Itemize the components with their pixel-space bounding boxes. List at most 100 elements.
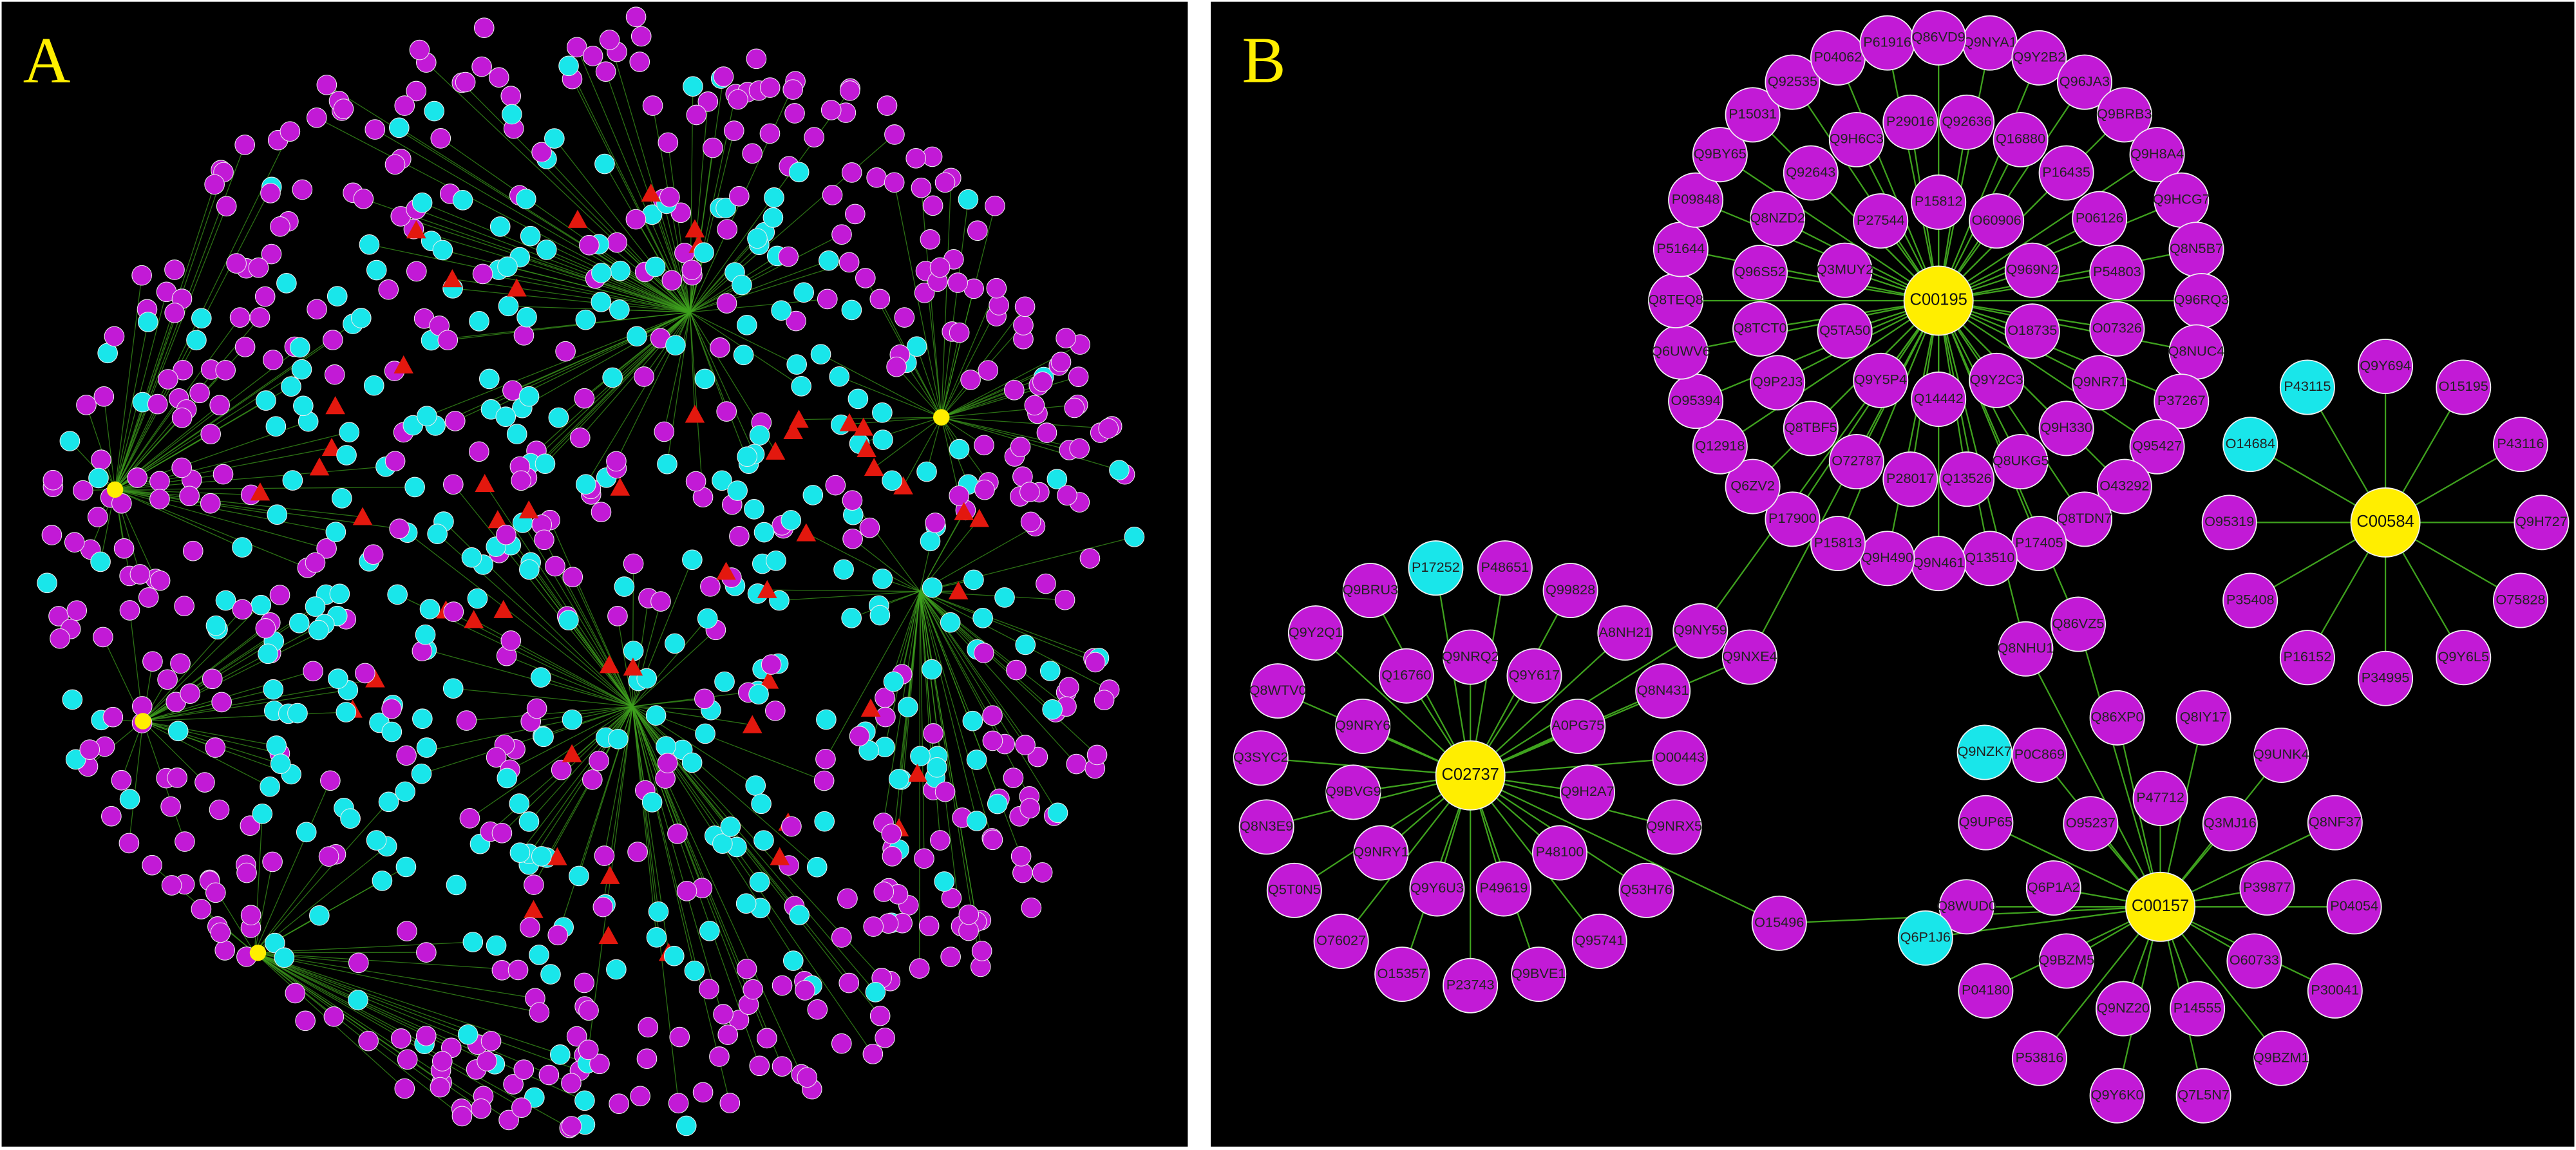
node-label: Q9N461 [1913,554,1965,570]
edge [435,312,690,426]
node [712,833,733,854]
node [592,896,614,918]
node-label: P29016 [1886,113,1935,129]
node [646,927,667,948]
node [1969,193,2025,249]
node [471,1098,491,1119]
node [838,252,860,273]
edge [509,706,633,770]
edge [941,205,996,418]
node [574,1090,595,1111]
node [841,299,862,321]
node [264,932,285,954]
node-label: Q9BZM5 [2038,952,2094,968]
edge [920,591,1030,797]
node [1054,589,1075,610]
node [204,174,225,195]
node [2096,458,2152,514]
edge [799,417,942,420]
node [1335,698,1391,754]
node-label: Q8TEQ8 [1648,292,1703,308]
node [387,584,408,605]
node [1506,648,1562,704]
node [1692,419,1748,475]
edge [316,117,690,313]
node [491,822,513,844]
node-label: Q8NHU1 [1997,640,2054,656]
edge [941,199,969,418]
node-label: Q8N5B7 [2170,240,2223,256]
node [516,306,537,328]
panel-b-network: P15812 O60906 Q969N2 O18735 Q9Y2C3 Q14442 Q9Y5… [1233,10,2570,1124]
node-label: Q9UNK4 [2253,746,2309,762]
node [2239,860,2295,916]
edge [1719,154,1939,301]
node [545,556,565,577]
node [194,772,215,793]
node [561,1073,582,1093]
node [1014,296,1036,317]
node [1013,315,1034,335]
node-label: Q9Y6L5 [2438,648,2489,665]
node [716,293,737,314]
node [989,295,1009,316]
node [872,402,893,423]
node [875,706,896,728]
triangle-node [948,581,969,599]
node [606,451,627,472]
triangle-node [742,715,762,733]
node [2279,630,2335,686]
edge [632,706,818,868]
edge [840,417,942,426]
node [520,225,541,247]
node [180,683,200,704]
node [837,888,858,909]
node-label: C00195 [1910,291,1967,309]
node-label: P16435 [2042,164,2090,180]
node [261,243,282,265]
panel-a-background [1,1,1188,1147]
edge [254,952,509,1120]
node [1098,418,1119,439]
node [167,721,189,742]
node [1443,629,1499,685]
node-label: Q96RQ3 [2174,292,2230,308]
edge [632,706,750,1005]
edge [416,229,690,313]
node [1250,663,1306,719]
node [506,424,527,444]
node-label: P17252 [1412,559,1460,575]
node [838,972,860,994]
node [1435,740,1506,811]
node [685,471,706,492]
node-label: Q14442 [1914,390,1964,406]
node [307,299,327,320]
node [411,763,432,784]
node-label: P30041 [2311,982,2359,998]
edge [1695,299,1939,402]
node [431,1051,453,1071]
node [416,942,437,963]
edge [1470,656,1750,777]
node [205,882,226,903]
hub-node [135,713,151,730]
edge [919,591,992,839]
node [910,746,931,767]
node [978,360,999,381]
node [974,435,994,456]
node-label: Q12918 [1695,437,1745,453]
node [2492,572,2548,628]
node-label: Q8WTV0 [1249,682,1307,698]
triangle-node [907,764,927,782]
node [396,745,417,766]
node [947,272,969,293]
node [1692,127,1748,183]
node-label: Q86VD9 [1912,29,1965,45]
node [534,529,554,551]
node [1124,527,1145,547]
node [594,845,615,866]
edge [941,178,952,418]
node [1027,746,1048,768]
node [1531,825,1587,881]
node [918,916,940,936]
